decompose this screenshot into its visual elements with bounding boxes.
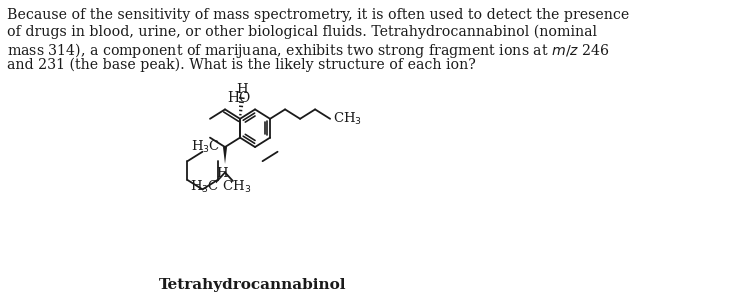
- Text: and 231 (the base peak). What is the likely structure of each ion?: and 231 (the base peak). What is the lik…: [7, 57, 476, 72]
- Text: H: H: [236, 83, 247, 96]
- Text: H$_3$C: H$_3$C: [191, 139, 220, 155]
- Polygon shape: [223, 147, 227, 164]
- Text: Tetrahydrocannabinol: Tetrahydrocannabinol: [158, 278, 346, 292]
- Text: of drugs in blood, urine, or other biological fluids. Tetrahydrocannabinol (nomi: of drugs in blood, urine, or other biolo…: [7, 25, 597, 39]
- Text: HO: HO: [227, 92, 250, 105]
- Text: Because of the sensitivity of mass spectrometry, it is often used to detect the : Because of the sensitivity of mass spect…: [7, 8, 629, 22]
- Text: mass 314), a component of marijuana, exhibits two strong fragment ions at $\math: mass 314), a component of marijuana, exh…: [7, 41, 610, 60]
- Text: H$_3$C CH$_3$: H$_3$C CH$_3$: [190, 179, 251, 195]
- Text: H: H: [217, 167, 228, 180]
- Text: CH$_3$: CH$_3$: [333, 111, 362, 127]
